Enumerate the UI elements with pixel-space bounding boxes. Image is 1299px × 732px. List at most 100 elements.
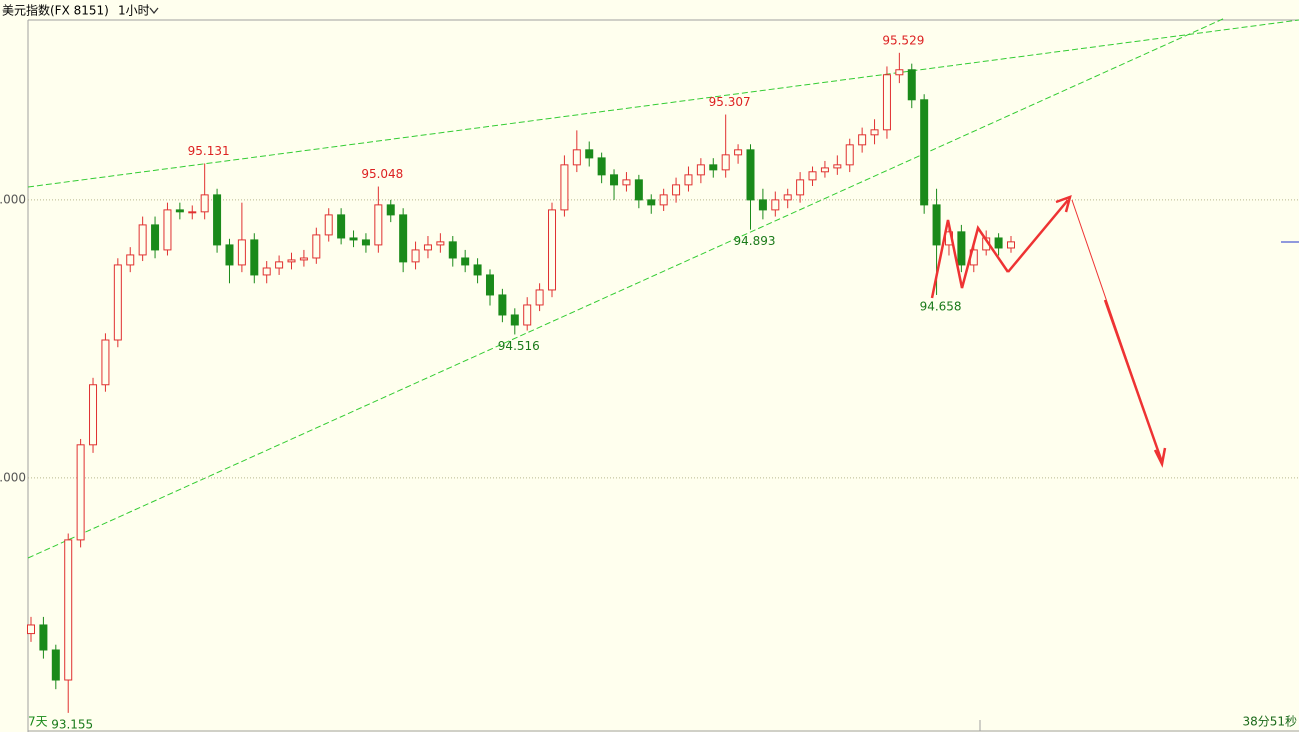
arrow-head (1055, 195, 1072, 213)
price-annotation: 95.307 (709, 95, 751, 109)
candle-body (361, 239, 370, 246)
candle-body (225, 244, 234, 266)
price-annotation: 95.529 (882, 33, 924, 47)
candle-body (523, 304, 532, 326)
candle-body (746, 149, 755, 201)
candle-body (312, 234, 321, 259)
candle-body (659, 194, 668, 206)
candle-body (485, 274, 494, 296)
candle-body (734, 149, 743, 156)
candle-body (138, 224, 147, 256)
trend-lines (27, 17, 1299, 559)
candle-body (498, 294, 507, 316)
candle-body (684, 174, 693, 186)
candle-body (858, 134, 867, 146)
candle-body (175, 209, 184, 213)
candle-body (833, 164, 842, 169)
candle-body (51, 649, 60, 681)
candle-body (213, 194, 222, 246)
candle-body (39, 624, 48, 651)
candle-body (237, 239, 246, 266)
candle-body (882, 74, 891, 131)
candle-body (188, 211, 197, 214)
plot: 94.000 95.000 95.131 95.048 95.307 95.529 94.5… (0, 33, 1299, 731)
candle-body (461, 257, 470, 266)
price-annotation: 94.893 (733, 234, 775, 248)
candle-body (411, 249, 420, 263)
candle-body (548, 209, 557, 291)
candle-body (275, 261, 284, 269)
candle-body (895, 69, 904, 76)
footer-left: 7天 (28, 715, 48, 729)
y-tick-label: 95.000 (0, 192, 26, 206)
candle-body (771, 199, 780, 211)
candle-body (374, 204, 383, 246)
candle-body (709, 164, 718, 171)
candle-body (597, 157, 606, 176)
header-bar (0, 0, 1299, 20)
candle-body (572, 149, 581, 166)
price-annotation: 95.131 (188, 144, 230, 158)
forecast-path (930, 219, 1010, 299)
trend-line (27, 17, 1226, 559)
candle-body (200, 194, 209, 213)
candle-body (758, 199, 767, 211)
forecast-arrow (1103, 299, 1164, 463)
price-annotation: 94.658 (920, 299, 962, 313)
candle-body (126, 254, 135, 266)
period-selector[interactable]: 1小时 (118, 4, 150, 18)
forecast-arrows (930, 195, 1167, 468)
y-tick-label: 94.000 (0, 470, 26, 484)
candle-body (151, 224, 160, 251)
countdown: 38分51秒 (1242, 715, 1297, 729)
candle-body (113, 264, 122, 341)
candle-body (299, 257, 308, 261)
candle-body (721, 154, 730, 171)
candle-body (696, 164, 705, 176)
price-annotation: 94.516 (498, 339, 540, 353)
trend-line (27, 19, 1299, 188)
price-annotation: 93.155 (51, 717, 93, 731)
candle-body (101, 339, 110, 386)
candle-body (448, 241, 457, 259)
candle-body (870, 129, 879, 136)
candle-body (473, 264, 482, 276)
candle-body (783, 194, 792, 201)
period-chevron[interactable] (149, 7, 159, 15)
candle-body (845, 144, 854, 166)
candle-body (349, 237, 358, 241)
candle-body (647, 199, 656, 206)
candle-body (796, 179, 805, 196)
candle-body (535, 289, 544, 306)
candle-body (907, 69, 916, 101)
candle-body (808, 171, 817, 181)
candle-body (89, 384, 98, 446)
candle-body (386, 204, 395, 216)
price-annotation: 95.048 (361, 167, 403, 181)
candle-body (920, 99, 929, 206)
candle-body (610, 174, 619, 186)
chart-title: 美元指数(FX 8151) (2, 3, 109, 18)
candle-body (634, 179, 643, 201)
candle-body (622, 179, 631, 186)
candle-body (436, 241, 445, 246)
candle-body (932, 204, 941, 246)
candle-body (560, 164, 569, 211)
arrow-head (1153, 447, 1167, 468)
candle-body (262, 267, 271, 276)
candle-body (820, 167, 829, 173)
candle-body (423, 244, 432, 251)
candle-body (957, 231, 966, 266)
candle-body (76, 444, 85, 541)
candle-body (672, 184, 681, 196)
candle-body (163, 209, 172, 251)
candle-body (64, 539, 73, 681)
candle-body (287, 259, 296, 263)
candle-body (27, 624, 35, 635)
candle-body (337, 214, 346, 239)
candle-body (585, 149, 594, 159)
candle-body (324, 214, 333, 236)
